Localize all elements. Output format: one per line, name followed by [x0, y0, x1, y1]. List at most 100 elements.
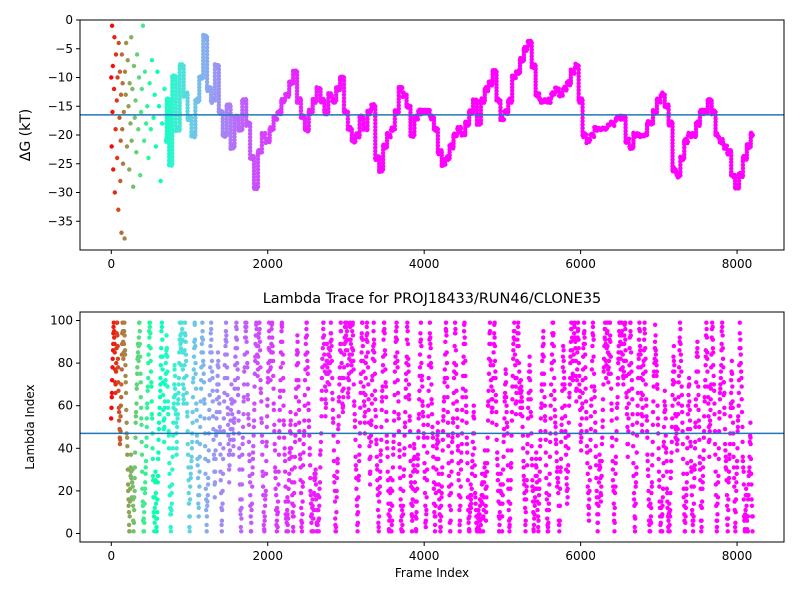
lambda-point [197, 492, 202, 498]
lambda-point [323, 388, 329, 393]
lambda-point [362, 420, 368, 425]
lambda-point [603, 375, 609, 381]
lambda-point [249, 520, 254, 526]
lambda-point [516, 343, 521, 349]
lambda-point [307, 433, 312, 438]
delta-g-point [181, 89, 186, 94]
lambda-point [346, 394, 351, 400]
lambda-point [531, 522, 537, 528]
lambda-point [559, 416, 565, 421]
lambda-point [456, 471, 461, 477]
lambda-point [703, 377, 708, 383]
lambda-point [396, 412, 401, 417]
lambda-point [384, 433, 389, 438]
delta-g-point [729, 163, 734, 168]
lambda-point [536, 518, 541, 523]
lambda-point [512, 328, 517, 334]
lambda-point [162, 416, 167, 421]
lambda-point [363, 360, 368, 366]
delta-g-point [247, 128, 253, 133]
lambda-point [331, 433, 336, 438]
lambda-point [318, 439, 324, 445]
delta-g-point [427, 107, 432, 113]
lambda-point [305, 386, 311, 391]
lambda-point [676, 401, 681, 406]
lambda-point [133, 414, 139, 419]
lambda-point [194, 407, 199, 413]
lambda-point [186, 501, 192, 506]
lambda-point [609, 407, 614, 413]
delta-g-point [212, 67, 218, 72]
lambda-point [585, 471, 590, 477]
lambda-point [251, 424, 257, 430]
lambda-point [186, 490, 191, 496]
lambda-point [352, 399, 357, 404]
lambda-point [225, 392, 230, 398]
lambda-point [436, 439, 441, 445]
delta-g-point [306, 116, 311, 122]
lambda-point [395, 390, 401, 396]
lambda-point [244, 339, 249, 345]
delta-g-point [201, 45, 206, 50]
lambda-point [220, 488, 225, 494]
lambda-point [141, 516, 146, 521]
lambda-point [521, 458, 526, 464]
lambda-point [193, 386, 199, 391]
lambda-point [515, 320, 521, 325]
delta-g-point [216, 96, 222, 102]
lambda-point [369, 418, 374, 423]
lambda-point [552, 407, 557, 413]
lambda-point [374, 437, 379, 442]
lambda-point [331, 458, 337, 464]
lambda-point [692, 475, 697, 481]
delta-g-point [155, 69, 160, 74]
delta-g-point [181, 70, 186, 75]
lambda-point [139, 439, 144, 445]
delta-g-point [670, 137, 675, 143]
lambda-point [626, 429, 631, 434]
lambda-point [511, 348, 516, 353]
lambda-point [151, 509, 157, 515]
lambda-point [149, 412, 155, 417]
delta-g-point [118, 178, 123, 184]
delta-g-point [513, 75, 518, 81]
lambda-point [711, 373, 716, 379]
lambda-point [551, 358, 557, 364]
lambda-point [219, 522, 224, 528]
lambda-point [157, 412, 162, 417]
lambda-point [670, 403, 675, 408]
delta-g-point [129, 138, 134, 143]
lambda-point [614, 405, 620, 411]
lambda-point [385, 454, 390, 460]
lambda-point [335, 461, 340, 466]
lambda-point [458, 467, 464, 472]
delta-g-point [678, 173, 683, 178]
lambda-point [328, 320, 334, 325]
lambda-point [539, 405, 544, 411]
lambda-point [273, 469, 278, 474]
delta-g-point [326, 102, 331, 108]
delta-g-point [212, 74, 218, 79]
lambda-point [379, 437, 384, 442]
lambda-point [465, 478, 471, 483]
delta-g-point [123, 40, 129, 46]
delta-g-point [529, 44, 534, 49]
lambda-point [720, 356, 726, 362]
delta-g-point [216, 90, 222, 95]
delta-g-point [623, 131, 628, 137]
delta-g-point [580, 108, 585, 114]
lambda-point [277, 407, 282, 413]
lambda-point [603, 337, 608, 342]
lambda-point [705, 356, 710, 362]
lambda-point [340, 409, 346, 415]
lambda-point [119, 394, 124, 400]
lambda-point [134, 401, 139, 406]
lambda-point [293, 412, 299, 417]
lambda-point [564, 501, 570, 506]
lambda-point [178, 363, 184, 368]
lambda-point [440, 448, 445, 453]
delta-g-point [533, 86, 538, 91]
delta-g-point [170, 133, 175, 139]
lambda-point [352, 412, 357, 417]
lambda-point [279, 324, 285, 330]
